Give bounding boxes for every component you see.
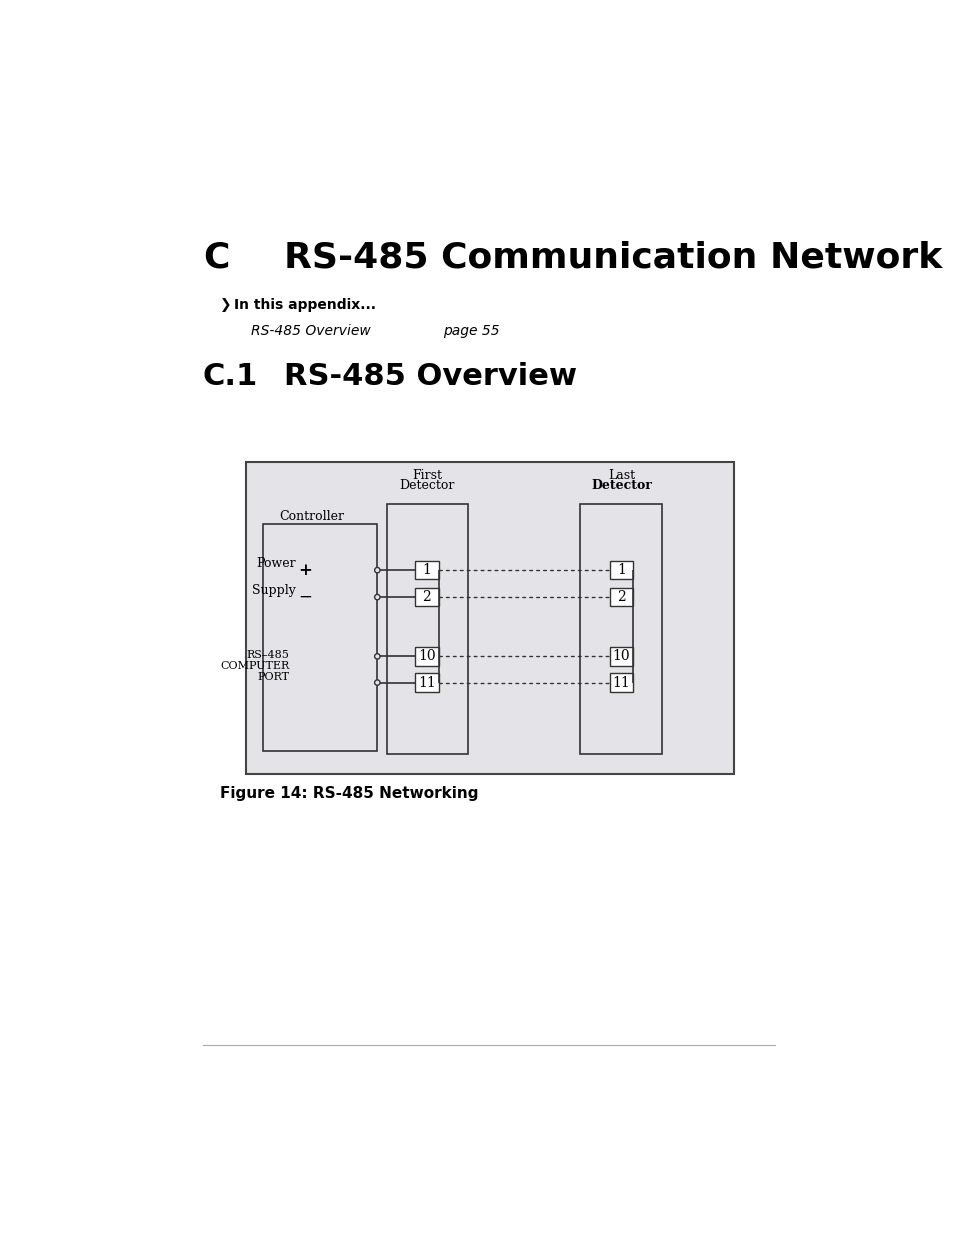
Text: 2: 2 (617, 590, 625, 604)
Bar (415, 673, 438, 692)
Text: 2: 2 (422, 590, 431, 604)
Text: +: + (298, 562, 312, 579)
Circle shape (375, 567, 379, 573)
Text: 11: 11 (417, 676, 436, 689)
Text: Supply: Supply (252, 584, 295, 597)
Text: Controller: Controller (279, 510, 344, 524)
Text: Power: Power (256, 557, 295, 569)
Text: 10: 10 (417, 650, 436, 663)
Text: RS-485 Overview: RS-485 Overview (284, 362, 577, 391)
Text: C.1: C.1 (203, 362, 258, 391)
Text: First: First (412, 468, 441, 482)
Text: 11: 11 (612, 676, 630, 689)
Bar (262, 524, 377, 751)
Text: Last: Last (607, 468, 635, 482)
Bar (609, 588, 633, 606)
Text: 10: 10 (612, 650, 630, 663)
Text: −: − (298, 589, 312, 605)
Bar (415, 588, 438, 606)
Bar (245, 462, 733, 774)
Text: PORT: PORT (257, 672, 290, 682)
Text: Figure 14: RS-485 Networking: Figure 14: RS-485 Networking (220, 785, 478, 800)
Circle shape (375, 653, 379, 659)
Text: page 55: page 55 (443, 324, 499, 337)
Bar (609, 647, 633, 666)
Text: C: C (203, 241, 229, 274)
Text: COMPUTER: COMPUTER (220, 662, 290, 672)
Bar (609, 673, 633, 692)
Circle shape (375, 594, 379, 600)
Text: ❯: ❯ (220, 299, 232, 312)
Bar (415, 561, 438, 579)
Bar (386, 504, 468, 755)
Text: RS–485: RS–485 (247, 650, 290, 659)
Text: Detector: Detector (398, 479, 455, 493)
Text: Detector: Detector (591, 479, 651, 493)
Text: 1: 1 (617, 563, 625, 577)
Bar (415, 647, 438, 666)
Circle shape (375, 680, 379, 685)
Bar (579, 504, 661, 755)
Text: 1: 1 (422, 563, 431, 577)
Bar (609, 561, 633, 579)
Text: RS-485 Communication Network: RS-485 Communication Network (284, 241, 942, 274)
Text: RS-485 Overview: RS-485 Overview (251, 324, 371, 337)
Text: In this appendix...: In this appendix... (233, 299, 375, 312)
